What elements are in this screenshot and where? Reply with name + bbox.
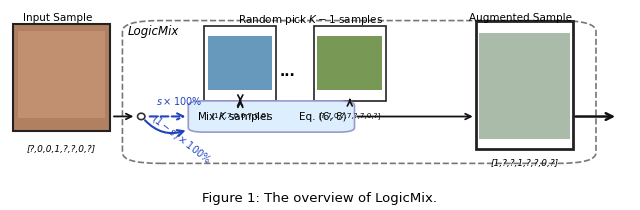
Text: LogicMix: LogicMix bbox=[127, 25, 179, 38]
FancyBboxPatch shape bbox=[204, 26, 276, 101]
FancyBboxPatch shape bbox=[479, 33, 570, 139]
Text: Eq. (6, 8): Eq. (6, 8) bbox=[300, 112, 347, 122]
Text: $s \times 100\%$: $s \times 100\%$ bbox=[156, 95, 202, 107]
Text: [?,7,0,?,7,?,7,0,?]: [?,7,0,?,7,?,7,0,?] bbox=[318, 113, 381, 119]
Text: Augmented Sample: Augmented Sample bbox=[469, 13, 572, 24]
FancyBboxPatch shape bbox=[314, 26, 386, 101]
FancyBboxPatch shape bbox=[208, 36, 273, 90]
Text: ...: ... bbox=[280, 65, 295, 79]
FancyBboxPatch shape bbox=[18, 31, 105, 118]
Text: [1,?,?,1,?,?,0,?]: [1,?,?,1,?,?,0,?] bbox=[490, 159, 559, 168]
Text: Mix $K$ samples: Mix $K$ samples bbox=[197, 110, 273, 124]
Text: $(1-s) \times 100\%$: $(1-s) \times 100\%$ bbox=[149, 112, 214, 167]
Text: Figure 1: The overview of LogicMix.: Figure 1: The overview of LogicMix. bbox=[202, 192, 438, 205]
Text: [1,?,7,0,0,7,0,0]: [1,?,7,0,0,7,0,0] bbox=[211, 113, 269, 119]
FancyBboxPatch shape bbox=[188, 101, 355, 132]
Ellipse shape bbox=[138, 113, 145, 120]
FancyBboxPatch shape bbox=[13, 24, 110, 131]
FancyBboxPatch shape bbox=[317, 36, 382, 90]
Text: Input Sample: Input Sample bbox=[23, 13, 93, 24]
Text: [?,0,0,1,?,?,0,?]: [?,0,0,1,?,?,0,?] bbox=[27, 145, 96, 154]
Text: Random pick $K-1$ samples: Random pick $K-1$ samples bbox=[238, 13, 383, 28]
FancyBboxPatch shape bbox=[476, 21, 573, 149]
